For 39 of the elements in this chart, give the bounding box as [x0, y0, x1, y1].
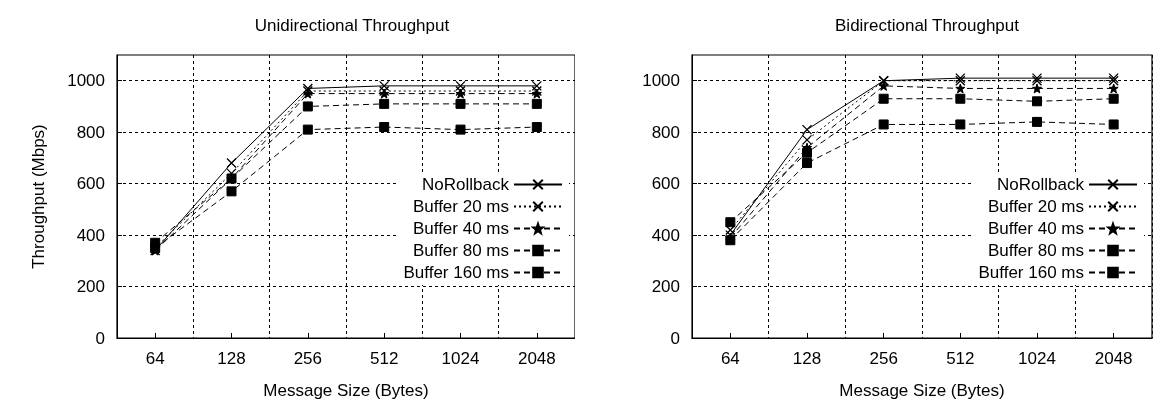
x-tick-label: 64 — [720, 349, 740, 368]
x-tick-label: 128 — [792, 349, 822, 368]
legend-label: Buffer 80 ms — [987, 241, 1084, 260]
y-tick-label: 200 — [76, 277, 105, 297]
y-tick-label: 800 — [76, 122, 105, 142]
x-tick-label: 2048 — [1094, 349, 1133, 368]
y-tick-label: 0 — [95, 328, 105, 348]
legend-label: NoRollback — [997, 175, 1085, 194]
x-tick-label: 128 — [217, 349, 246, 368]
legend-label: Buffer 40 ms — [412, 219, 509, 238]
y-tick-label: 600 — [651, 174, 680, 194]
legend-label: Buffer 80 ms — [412, 241, 509, 260]
x-axis-title: Message Size (Bytes) — [263, 381, 429, 400]
legend-label: Buffer 20 ms — [987, 197, 1084, 216]
x-tick-label: 256 — [869, 349, 898, 368]
y-tick-label: 400 — [651, 225, 680, 245]
y-tick-label: 200 — [651, 277, 680, 297]
x-tick-label: 1024 — [441, 349, 480, 368]
x-tick-label: 512 — [369, 349, 399, 368]
x-tick-label: 256 — [293, 349, 323, 368]
y-tick-label: 400 — [76, 225, 105, 245]
chart-title: Unidirectional Throughput — [254, 16, 450, 35]
legend-label: Buffer 160 ms — [403, 263, 509, 282]
y-tick-label: 1000 — [67, 71, 105, 91]
y-tick-label: 1000 — [642, 71, 680, 91]
y-tick-label: 600 — [76, 174, 105, 194]
x-tick-label: 64 — [145, 349, 165, 368]
legend-label: NoRollback — [422, 175, 510, 194]
y-tick-label: 800 — [651, 122, 680, 142]
legend-label: Buffer 20 ms — [412, 197, 509, 216]
x-tick-label: 512 — [946, 349, 975, 368]
x-tick-label: 1024 — [1018, 349, 1056, 368]
legend-label: Buffer 40 ms — [987, 219, 1084, 238]
x-axis-title: Message Size (Bytes) — [839, 381, 1005, 400]
chart-title: Bidirectional Throughput — [835, 16, 1020, 35]
x-tick-label: 2048 — [517, 349, 556, 368]
y-axis-title: Throughput (Mbps) — [29, 124, 48, 269]
legend-label: Buffer 160 ms — [978, 263, 1084, 282]
y-tick-label: 0 — [670, 328, 680, 348]
